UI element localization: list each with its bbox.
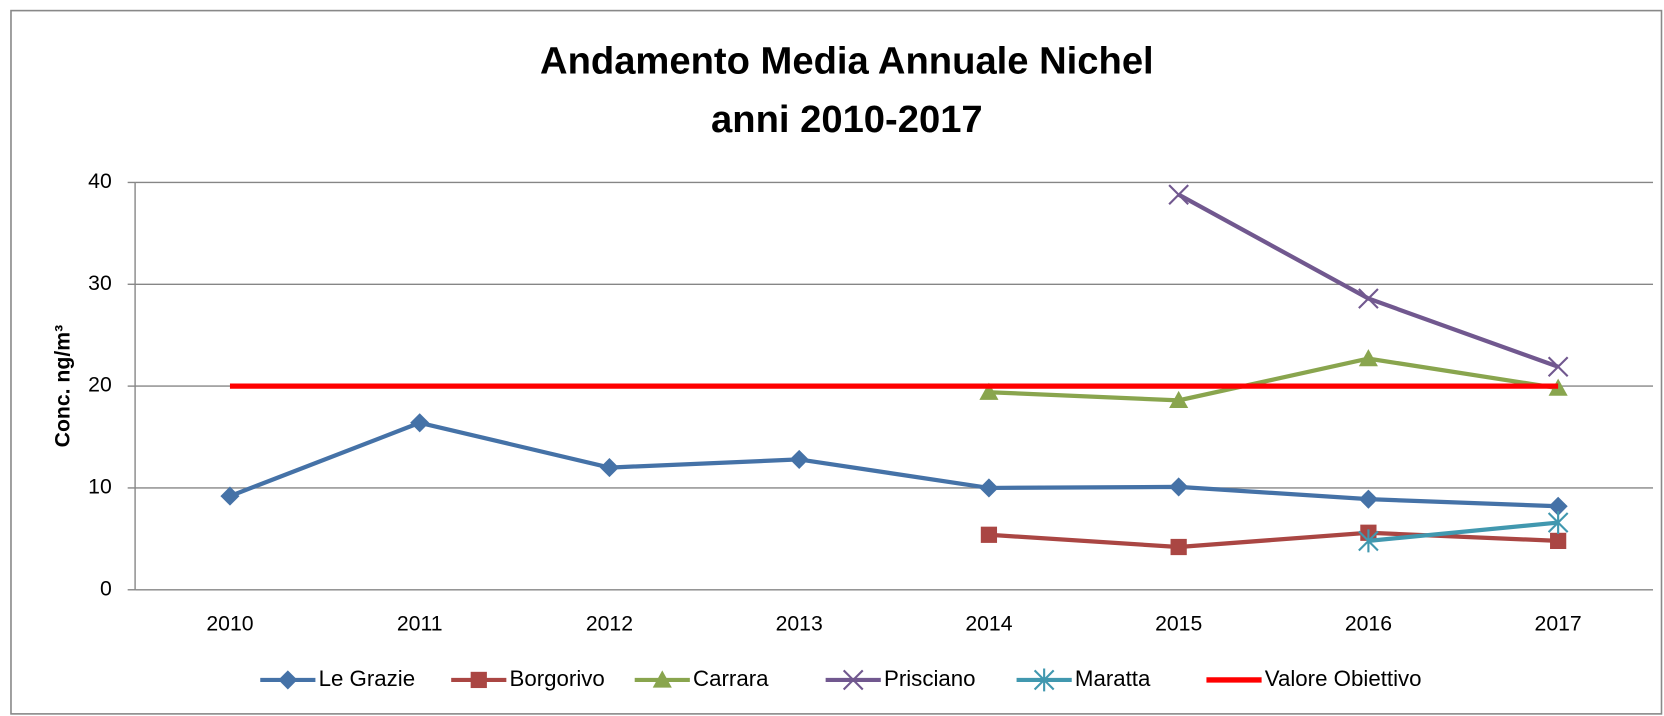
marker bbox=[979, 382, 999, 400]
legend-label: Valore Obiettivo bbox=[1265, 666, 1422, 691]
marker bbox=[1170, 538, 1187, 556]
marker bbox=[1358, 349, 1378, 367]
marker bbox=[980, 526, 998, 543]
y-tick-label: 30 bbox=[88, 272, 112, 295]
legend-label: Maratta bbox=[1075, 666, 1151, 691]
x-tick-label: 2014 bbox=[965, 612, 1012, 635]
chart-title: anni 2010-2017 bbox=[711, 98, 983, 141]
legend-label: Borgorivo bbox=[510, 666, 605, 691]
marker bbox=[842, 669, 864, 691]
legend-label: Le Grazie bbox=[319, 666, 416, 691]
marker bbox=[599, 458, 619, 478]
series-line bbox=[1368, 520, 1559, 544]
marker bbox=[652, 670, 672, 688]
x-tick-label: 2013 bbox=[776, 612, 823, 635]
marker bbox=[1169, 477, 1189, 497]
marker bbox=[1547, 356, 1569, 378]
chart-title: Andamento Media Annuale Nichel bbox=[540, 40, 1154, 83]
x-tick-label: 2010 bbox=[206, 612, 253, 635]
marker bbox=[470, 671, 487, 689]
marker bbox=[1168, 184, 1189, 205]
marker bbox=[1033, 668, 1055, 692]
marker bbox=[789, 449, 809, 469]
x-tick-label: 2011 bbox=[397, 612, 443, 635]
x-tick-label: 2016 bbox=[1345, 612, 1392, 635]
y-tick-label: 40 bbox=[88, 170, 112, 193]
x-tick-label: 2015 bbox=[1155, 612, 1202, 635]
marker bbox=[1550, 532, 1567, 550]
legend-label: Prisciano bbox=[884, 666, 976, 691]
marker bbox=[1358, 529, 1379, 553]
series-line bbox=[988, 530, 1559, 550]
y-tick-label: 0 bbox=[100, 577, 112, 600]
legend-label: Carrara bbox=[693, 666, 769, 691]
marker bbox=[220, 486, 240, 506]
marker bbox=[1358, 288, 1379, 309]
x-tick-label: 2012 bbox=[586, 612, 633, 635]
marker bbox=[1358, 489, 1378, 509]
marker bbox=[1548, 496, 1568, 516]
series-line bbox=[988, 356, 1559, 403]
series-line bbox=[229, 420, 1559, 509]
y-tick-label: 20 bbox=[88, 374, 112, 397]
x-tick-label: 2017 bbox=[1535, 612, 1582, 635]
y-tick-label: 10 bbox=[88, 476, 112, 499]
marker bbox=[1169, 390, 1189, 409]
marker bbox=[1547, 511, 1569, 535]
y-axis-label: Conc. ng/m³ bbox=[52, 325, 75, 448]
